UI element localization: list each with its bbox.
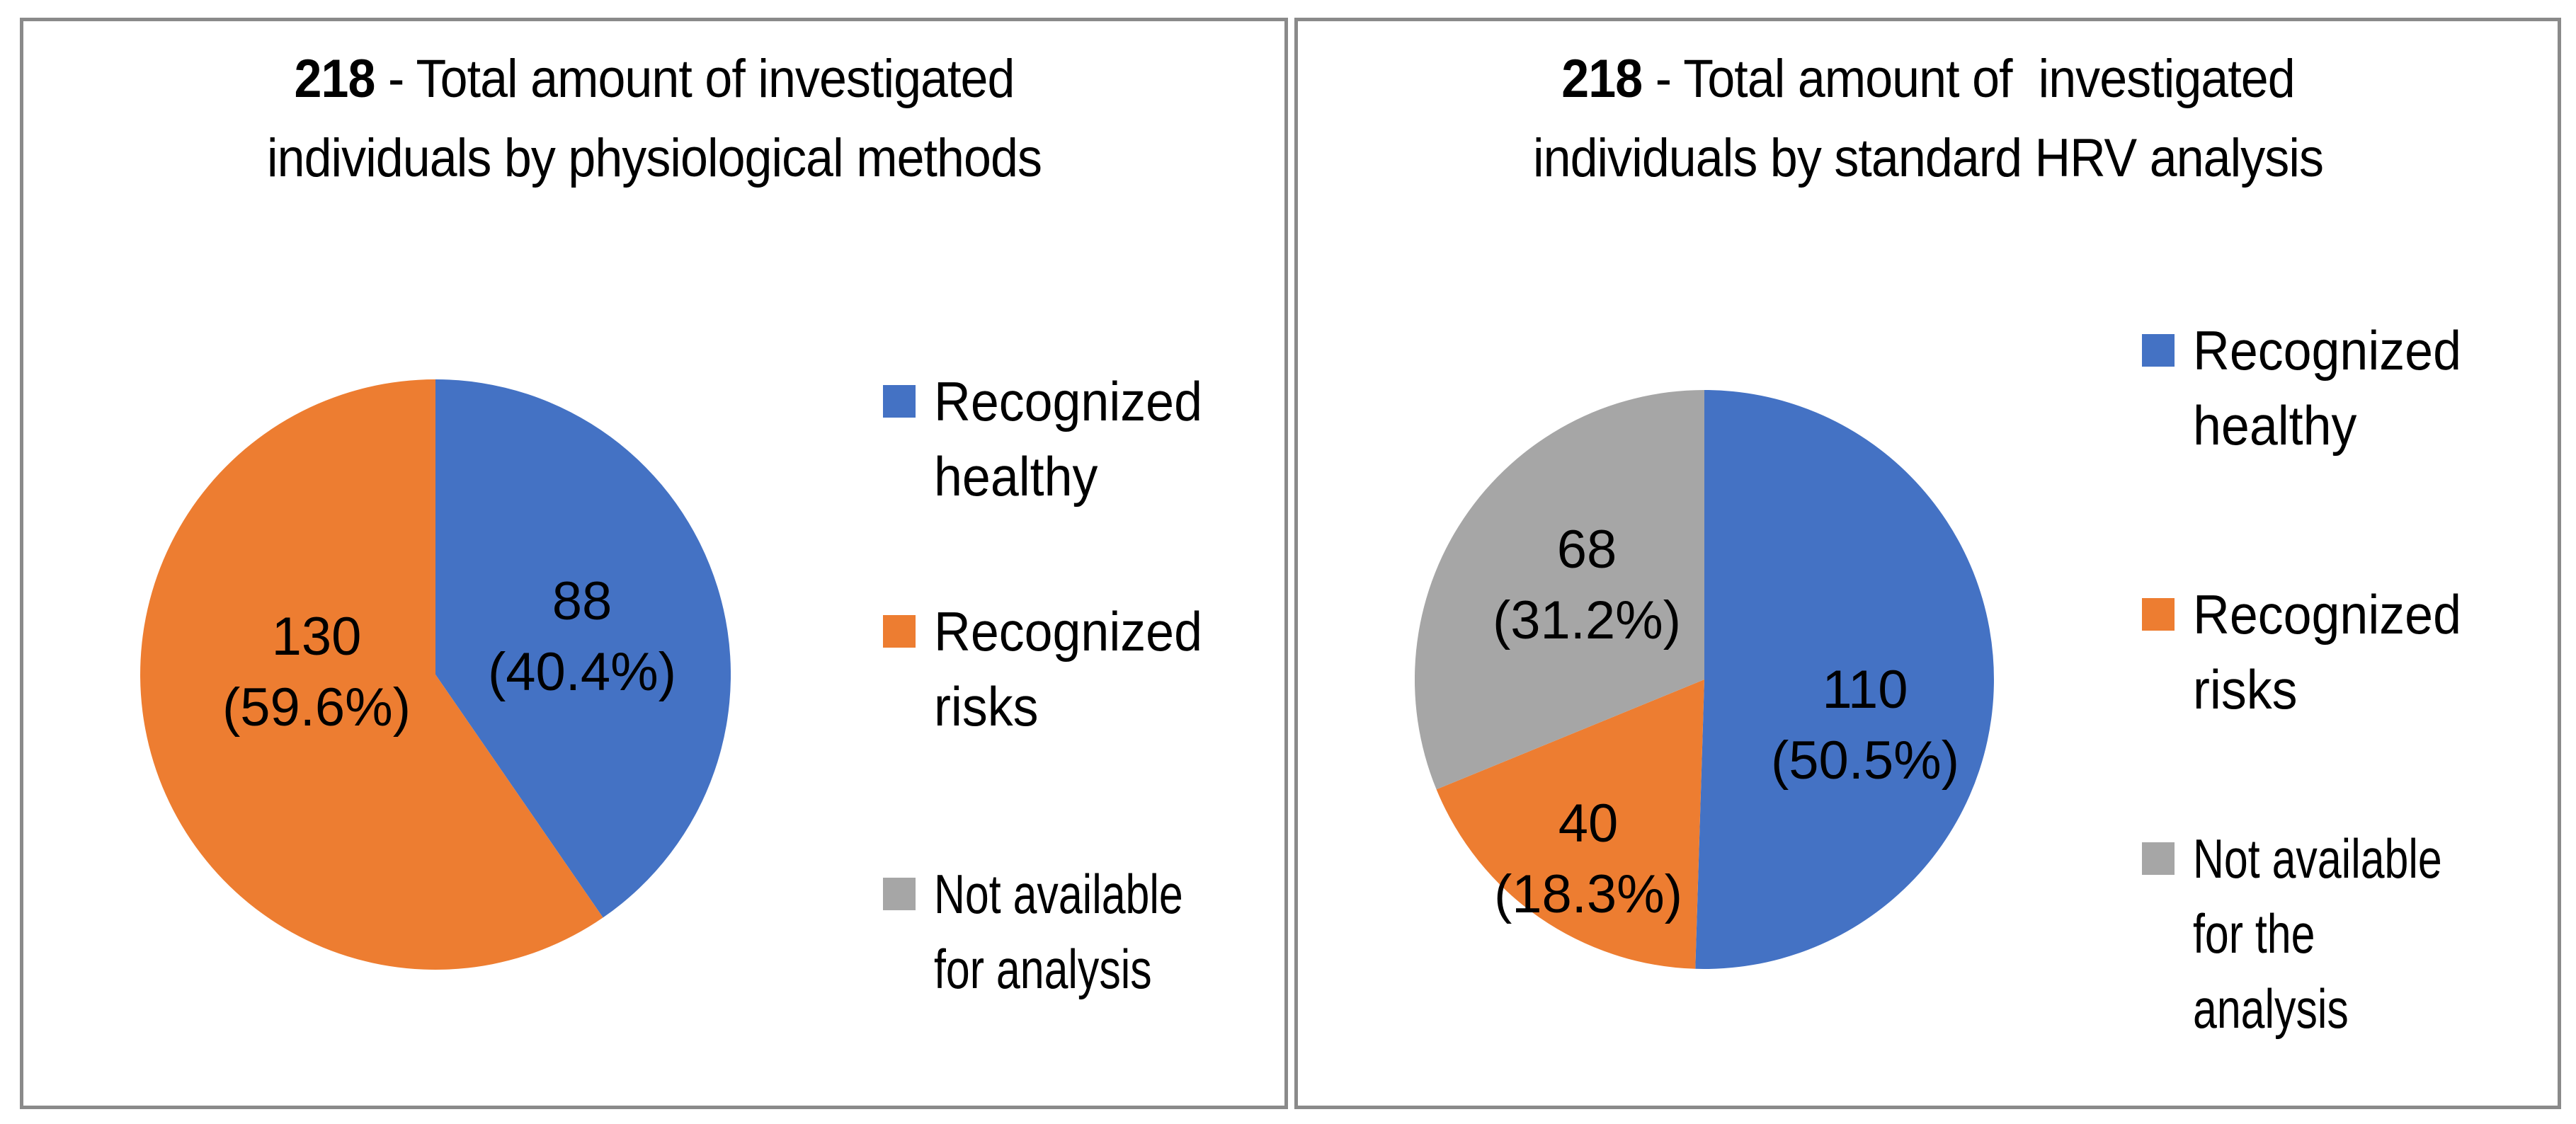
legend-swatch-orange-icon	[2142, 598, 2175, 631]
data-label-percent: (31.2%)	[1492, 590, 1682, 650]
legend-item-not-available: Not available for the analysis	[2142, 821, 2512, 1046]
data-label-value: 130	[271, 607, 362, 667]
legend-item-recognized-risks: Recognized risks	[2142, 577, 2485, 727]
data-label-percent: (40.4%)	[487, 642, 677, 702]
data-label-value: 68	[1556, 520, 1617, 580]
legend-swatch-blue-icon	[883, 385, 916, 418]
legend: Recognized healthy Recognized risks Not …	[883, 21, 1280, 1106]
legend-item-recognized-healthy: Recognized healthy	[2142, 313, 2485, 463]
legend-swatch-gray-icon	[883, 878, 916, 910]
legend-swatch-blue-icon	[2142, 334, 2175, 367]
data-label-value: 40	[1558, 793, 1619, 854]
legend-label: Recognized healthy	[934, 370, 1202, 507]
legend-swatch-orange-icon	[883, 615, 916, 648]
legend-label: Not available for the analysis	[2193, 827, 2442, 1040]
legend-label: Not available for analysis	[934, 863, 1183, 1000]
legend-item-not-available: Not available for analysis	[883, 856, 1253, 1007]
chart-title: 218 - Total amount of investigated indiv…	[247, 40, 1061, 198]
pie-slice-recognized-risks	[1436, 679, 1704, 969]
legend-item-recognized-healthy: Recognized healthy	[883, 364, 1226, 514]
data-label-recognized-risks: 40 (18.3%)	[1494, 788, 1682, 930]
title-text: - Total amount of investigated individua…	[1532, 49, 2324, 188]
pie-chart-standard-hrv-analysis	[1415, 390, 1994, 969]
data-label-recognized-risks: 130 (59.6%)	[222, 602, 411, 743]
data-label-value: 110	[1822, 660, 1908, 720]
data-label-percent: (59.6%)	[222, 677, 411, 738]
data-label-percent: (18.3%)	[1493, 864, 1683, 924]
legend-swatch-gray-icon	[2142, 842, 2175, 875]
pie-slice-not-available-for-the-analysis	[1415, 390, 1704, 790]
legend-label: Recognized risks	[934, 600, 1202, 738]
data-label-value: 88	[552, 571, 612, 631]
title-text: - Total amount of investigated individua…	[266, 49, 1042, 188]
data-label-not-available: 68 (31.2%)	[1493, 515, 1681, 656]
legend-label: Recognized risks	[2193, 583, 2461, 721]
data-label-percent: (50.5%)	[1770, 730, 1960, 791]
data-label-recognized-healthy: 88 (40.4%)	[488, 566, 676, 708]
legend-item-recognized-risks: Recognized risks	[883, 594, 1226, 744]
pie-chart-physiological-methods	[140, 379, 731, 970]
pie-slice-recognized-risks	[140, 379, 603, 970]
chart-title: 218 - Total amount of investigated indiv…	[1521, 40, 2335, 198]
legend-label: Recognized healthy	[2193, 319, 2461, 457]
chart-panel-standard-hrv-analysis: 218 - Total amount of investigated indiv…	[1294, 18, 2561, 1109]
title-total-number: 218	[294, 49, 375, 109]
data-label-recognized-healthy: 110 (50.5%)	[1771, 655, 1959, 796]
pie-slice-recognized-healthy	[435, 379, 731, 918]
pie-slice-recognized-healthy	[1695, 390, 1994, 969]
chart-panel-physiological-methods: 218 - Total amount of investigated indiv…	[20, 18, 1288, 1109]
legend: Recognized healthy Recognized risks Not …	[2142, 21, 2538, 1106]
title-total-number: 218	[1561, 49, 1643, 109]
